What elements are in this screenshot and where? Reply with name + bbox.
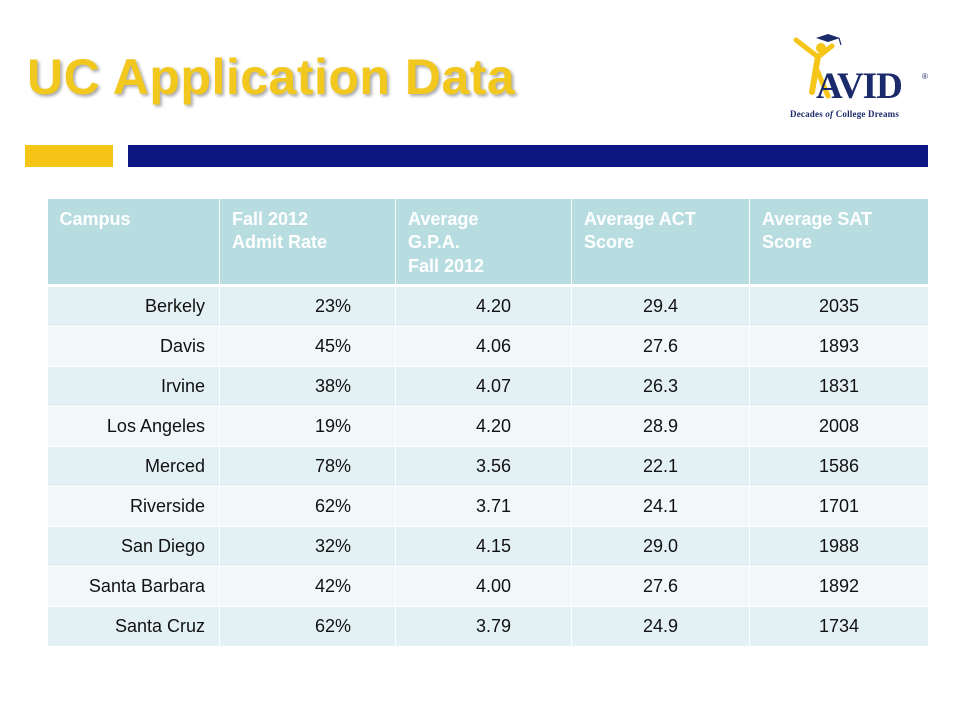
campus-cell: Davis [47,325,220,367]
admit-rate-cell: 78% [219,445,396,487]
sat-cell: 1701 [749,485,929,527]
sat-cell: 1831 [749,365,929,407]
act-cell: 26.3 [571,365,750,407]
table-row: Los Angeles 19% 4.20 28.9 2008 [47,405,929,447]
table-row: Merced 78% 3.56 22.1 1586 [47,445,929,487]
sat-cell: 1892 [749,565,929,607]
campus-cell: Irvine [47,365,220,407]
accent-bar-yellow [25,145,113,167]
table-row: Davis 45% 4.06 27.6 1893 [47,325,929,367]
admit-rate-cell: 45% [219,325,396,367]
campus-cell: Riverside [47,485,220,527]
admit-rate-cell: 32% [219,525,396,567]
campus-cell: Santa Barbara [47,565,220,607]
gpa-cell: 3.79 [395,605,572,647]
registered-mark-icon: ® [922,72,928,81]
sat-cell: 1988 [749,525,929,567]
avid-logo: AVID ® Decades of College Dreams [788,30,938,122]
sat-cell: 1893 [749,325,929,367]
admit-rate-cell: 42% [219,565,396,607]
act-cell: 24.1 [571,485,750,527]
uc-application-table: Campus Fall 2012 Admit Rate Average G.P.A.… [47,199,929,647]
sat-cell: 1586 [749,445,929,487]
gpa-cell: 3.71 [395,485,572,527]
table-row: San Diego 32% 4.15 29.0 1988 [47,525,929,567]
campus-cell: Los Angeles [47,405,220,447]
act-cell: 27.6 [571,325,750,367]
campus-cell: Berkely [47,284,220,327]
logo-tagline: Decades of College Dreams [790,109,900,119]
act-cell: 27.6 [571,565,750,607]
accent-bar-navy [128,145,928,167]
gpa-cell: 4.15 [395,525,572,567]
act-cell: 22.1 [571,445,750,487]
header-gpa: Average G.P.A. Fall 2012 [395,199,572,287]
gpa-cell: 4.20 [395,405,572,447]
table-row: Santa Cruz 62% 3.79 24.9 1734 [47,605,929,647]
campus-cell: Merced [47,445,220,487]
act-cell: 24.9 [571,605,750,647]
logo-wordmark: AVID [816,66,903,107]
act-cell: 29.4 [571,284,750,327]
header-sat: Average SAT Score [749,199,929,287]
admit-rate-cell: 19% [219,405,396,447]
header-campus: Campus [47,199,220,287]
admit-rate-cell: 62% [219,605,396,647]
campus-cell: Santa Cruz [47,605,220,647]
gpa-cell: 4.07 [395,365,572,407]
campus-cell: San Diego [47,525,220,567]
avid-person-icon [793,34,842,99]
admit-rate-cell: 23% [219,284,396,327]
gpa-cell: 4.20 [395,284,572,327]
table-row: Riverside 62% 3.71 24.1 1701 [47,485,929,527]
table-row: Santa Barbara 42% 4.00 27.6 1892 [47,565,929,607]
sat-cell: 1734 [749,605,929,647]
sat-cell: 2035 [749,284,929,327]
gpa-cell: 4.06 [395,325,572,367]
gpa-cell: 3.56 [395,445,572,487]
table-row: Berkely 23% 4.20 29.4 2035 [47,284,929,327]
sat-cell: 2008 [749,405,929,447]
table-header-row: Campus Fall 2012 Admit Rate Average G.P.A.… [47,199,929,287]
gpa-cell: 4.00 [395,565,572,607]
header-admit-rate: Fall 2012 Admit Rate [219,199,396,287]
act-cell: 29.0 [571,525,750,567]
slide-title: UC Application Data [27,49,516,105]
header-act: Average ACT Score [571,199,750,287]
admit-rate-cell: 62% [219,485,396,527]
admit-rate-cell: 38% [219,365,396,407]
table-row: Irvine 38% 4.07 26.3 1831 [47,365,929,407]
act-cell: 28.9 [571,405,750,447]
